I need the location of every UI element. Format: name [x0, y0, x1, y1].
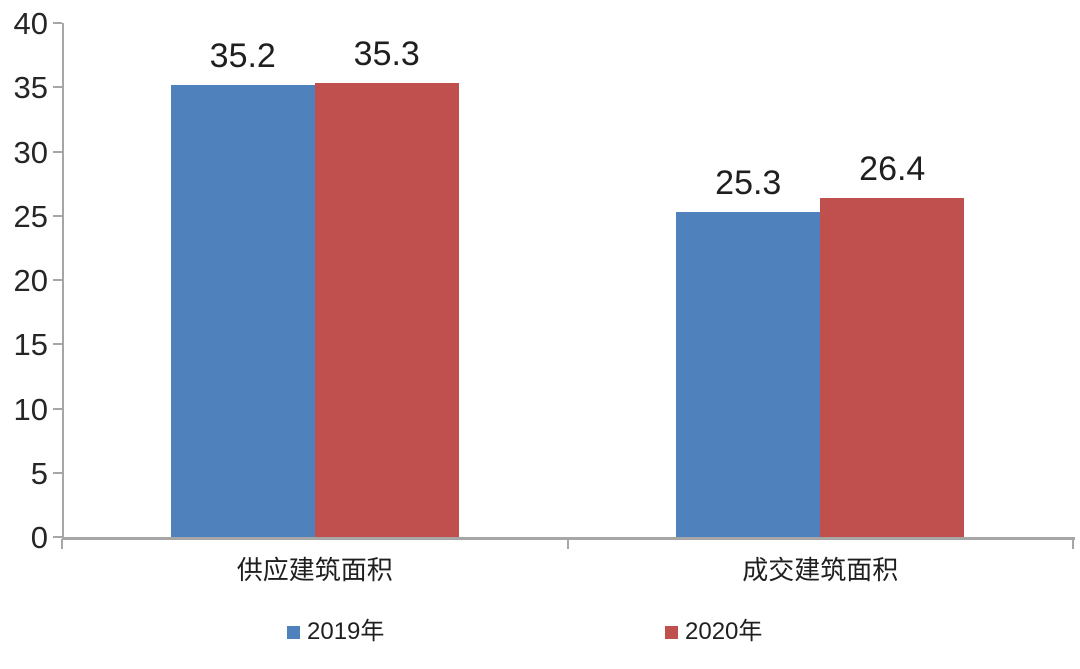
y-axis-tick-label: 20 — [13, 263, 48, 298]
bar-value-label: 35.2 — [209, 36, 276, 75]
bar — [314, 83, 459, 537]
y-axis-tick-label: 35 — [13, 70, 48, 106]
legend-label: 2019年 — [307, 618, 385, 645]
legend-label: 2020年 — [685, 618, 763, 645]
y-axis-tick — [53, 343, 62, 346]
bar — [170, 84, 315, 537]
y-axis-tick — [53, 536, 62, 538]
bar — [820, 197, 965, 537]
x-axis-tick — [566, 539, 569, 549]
bar-value-label: 26.4 — [859, 149, 926, 188]
legend-item: 2019年 — [287, 618, 384, 646]
legend-swatch-icon — [287, 625, 300, 639]
y-axis-tick — [53, 279, 62, 281]
y-axis-tick — [53, 214, 62, 217]
x-axis-tick — [1072, 539, 1074, 549]
x-axis-line — [62, 537, 1075, 540]
y-axis-tick-label: 30 — [13, 134, 48, 170]
legend-item: 2020年 — [665, 618, 762, 646]
y-axis-tick-label: 0 — [30, 520, 48, 555]
y-axis-tick-label: 10 — [13, 391, 48, 427]
y-axis-tick-label: 25 — [13, 198, 48, 234]
bar-value-label: 35.3 — [353, 35, 420, 74]
category-label: 成交建筑面积 — [742, 555, 899, 585]
category-label: 供应建筑面积 — [236, 555, 393, 585]
y-axis-line — [62, 23, 64, 540]
y-axis-tick — [53, 471, 62, 474]
y-axis-tick — [53, 86, 62, 89]
y-axis-tick — [53, 150, 62, 153]
y-axis-tick-label: 5 — [30, 455, 48, 491]
y-axis-tick-label: 40 — [13, 6, 48, 41]
y-axis-tick — [53, 22, 62, 24]
x-axis-tick — [61, 539, 63, 549]
y-axis-tick-label: 15 — [13, 327, 48, 363]
bar — [676, 211, 821, 537]
bar-value-label: 25.3 — [715, 163, 782, 202]
legend-swatch-icon — [665, 625, 678, 639]
y-axis-tick — [53, 407, 62, 410]
